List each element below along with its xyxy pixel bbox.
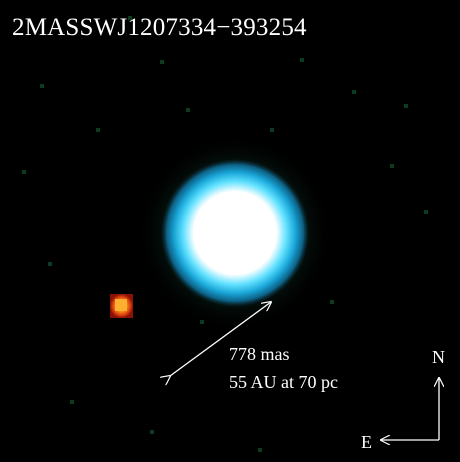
object-designation: 2MASSWJ1207334−393254 [12, 14, 307, 41]
primary-brown-dwarf [137, 135, 333, 331]
compass [381, 378, 439, 440]
background-noise [22, 16, 428, 452]
north-label: N [432, 347, 445, 367]
east-label: E [361, 432, 372, 452]
separation-arrow [170, 302, 271, 376]
separation-angular-label: 778 mas [229, 344, 290, 364]
separation-physical-label: 55 AU at 70 pc [229, 372, 338, 392]
companion-planet [110, 294, 133, 318]
